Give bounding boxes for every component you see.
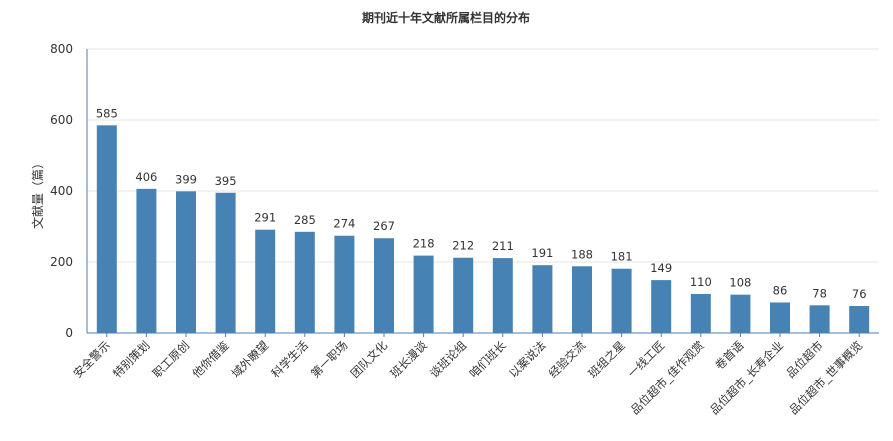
data-label: 108 bbox=[729, 276, 751, 290]
bar bbox=[334, 235, 355, 333]
data-label: 218 bbox=[413, 237, 435, 251]
y-tick-label: 0 bbox=[65, 326, 73, 340]
data-label: 211 bbox=[492, 239, 514, 253]
x-tick-label: 品位超市_佳作观赏 bbox=[628, 338, 707, 417]
y-tick-label: 600 bbox=[50, 113, 73, 127]
bar bbox=[532, 265, 553, 333]
y-tick-label: 800 bbox=[50, 42, 73, 56]
data-labels: 585 406 399 395 291 285 274 267 218 212 211 191 188 1… bbox=[96, 106, 867, 301]
bar bbox=[453, 257, 474, 333]
data-label: 585 bbox=[96, 106, 118, 120]
x-tick-label: 团队文化 bbox=[348, 338, 391, 381]
data-label: 212 bbox=[452, 239, 474, 253]
bar bbox=[651, 280, 672, 333]
x-tick-label: 他你借鉴 bbox=[189, 338, 232, 381]
x-tick-label: 品位超市_世事概览 bbox=[786, 338, 865, 417]
bar bbox=[572, 266, 592, 333]
y-axis-label: 文献量（篇） bbox=[30, 157, 45, 229]
data-label: 76 bbox=[852, 287, 867, 301]
bar bbox=[611, 268, 632, 333]
bar bbox=[770, 302, 790, 333]
gridlines bbox=[87, 48, 879, 263]
data-label: 149 bbox=[650, 261, 672, 275]
bar bbox=[176, 191, 196, 333]
data-label: 291 bbox=[254, 211, 276, 225]
bar bbox=[215, 192, 236, 333]
data-label: 285 bbox=[294, 213, 316, 227]
data-label: 274 bbox=[333, 217, 355, 231]
bars bbox=[96, 125, 870, 333]
y-tick-label: 200 bbox=[50, 255, 73, 269]
chart-title: 期刊近十年文献所属栏目的分布 bbox=[362, 10, 530, 25]
x-tick-label: 品位超市_长寿企业 bbox=[707, 338, 786, 417]
bar bbox=[849, 306, 870, 333]
data-label: 399 bbox=[175, 172, 197, 186]
bar bbox=[730, 294, 751, 333]
bar bbox=[255, 229, 276, 333]
data-label: 267 bbox=[373, 219, 395, 233]
bar bbox=[374, 238, 394, 333]
y-tick-label: 400 bbox=[50, 184, 73, 198]
data-label: 191 bbox=[531, 246, 553, 260]
x-tick-label: 班组之星 bbox=[585, 338, 627, 380]
x-tick-label: 第一职场 bbox=[308, 338, 350, 380]
x-tick-label: 职工原创 bbox=[150, 338, 192, 380]
bar bbox=[294, 231, 315, 333]
x-tick-label: 以案说法 bbox=[506, 338, 548, 380]
x-tick-label: 经验交流 bbox=[546, 338, 589, 381]
bar bbox=[96, 125, 117, 333]
data-label: 406 bbox=[135, 170, 157, 184]
data-label: 395 bbox=[215, 174, 237, 188]
bar bbox=[809, 305, 830, 333]
x-tick-label: 安全警示 bbox=[70, 338, 112, 380]
data-label: 78 bbox=[812, 286, 827, 300]
x-tick-label: 特别策划 bbox=[110, 338, 152, 380]
x-tick-label: 卷首语 bbox=[712, 338, 747, 373]
x-tick-label: 班长漫谈 bbox=[387, 338, 430, 381]
y-axis-ticks: 0 200 400 600 800 bbox=[50, 42, 73, 340]
bar bbox=[136, 188, 157, 333]
bar bbox=[690, 293, 711, 333]
x-tick-label: 谈班论组 bbox=[427, 338, 470, 381]
bar bbox=[413, 255, 434, 333]
x-tick-label: 域外瞭望 bbox=[229, 338, 271, 380]
data-label: 110 bbox=[690, 275, 712, 289]
bar bbox=[492, 258, 513, 333]
data-label: 86 bbox=[773, 283, 788, 297]
data-label: 181 bbox=[611, 250, 633, 264]
data-label: 188 bbox=[571, 247, 593, 261]
x-axis-ticks: 安全警示特别策划职工原创他你借鉴域外瞭望科学生活第一职场团队文化班长漫谈谈班论组… bbox=[70, 333, 865, 417]
x-tick-label: 咱们班长 bbox=[466, 338, 509, 381]
x-tick-label: 科学生活 bbox=[268, 338, 310, 380]
